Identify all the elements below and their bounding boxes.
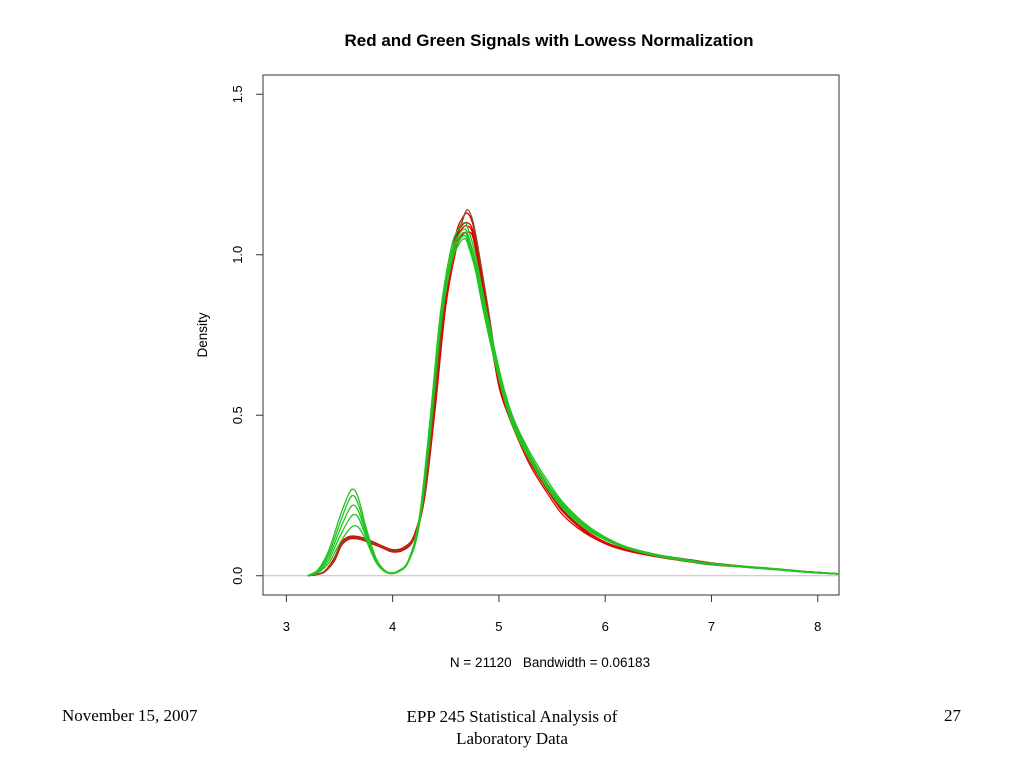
y-tick-label: 0.5 — [230, 406, 245, 424]
y-tick-label: 1.5 — [230, 85, 245, 103]
y-axis-label: Density — [195, 312, 210, 357]
x-tick-label: 7 — [708, 619, 715, 634]
plot-frame — [262, 74, 840, 596]
x-tick-label: 4 — [389, 619, 396, 634]
y-tick-label: 0.0 — [230, 567, 245, 585]
x-axis: 3 4 5 6 7 8 — [283, 594, 821, 634]
density-curve-red — [307, 231, 839, 577]
chart-title: Red and Green Signals with Lowess Normal… — [344, 31, 753, 50]
density-curve-red — [307, 225, 839, 577]
footer-page-number: 27 — [944, 706, 961, 725]
x-tick-label: 5 — [495, 619, 502, 634]
density-chart: Red and Green Signals with Lowess Normal… — [195, 31, 840, 670]
y-axis: 0.0 0.5 1.0 1.5 — [230, 85, 264, 585]
footer-date: November 15, 2007 — [62, 706, 198, 725]
y-tick-label: 1.0 — [230, 246, 245, 264]
footer-course-line-2: Laboratory Data — [456, 729, 568, 748]
x-tick-label: 3 — [283, 619, 290, 634]
x-tick-label: 8 — [814, 619, 821, 634]
footer-course-title: EPP 245 Statistical Analysis of Laborato… — [360, 706, 664, 750]
footer-course-line-1: EPP 245 Statistical Analysis of — [406, 707, 618, 726]
density-series — [307, 209, 839, 577]
x-axis-label: N = 21120 Bandwidth = 0.06183 — [450, 655, 650, 670]
x-tick-label: 6 — [602, 619, 609, 634]
density-curve-green — [307, 238, 839, 577]
